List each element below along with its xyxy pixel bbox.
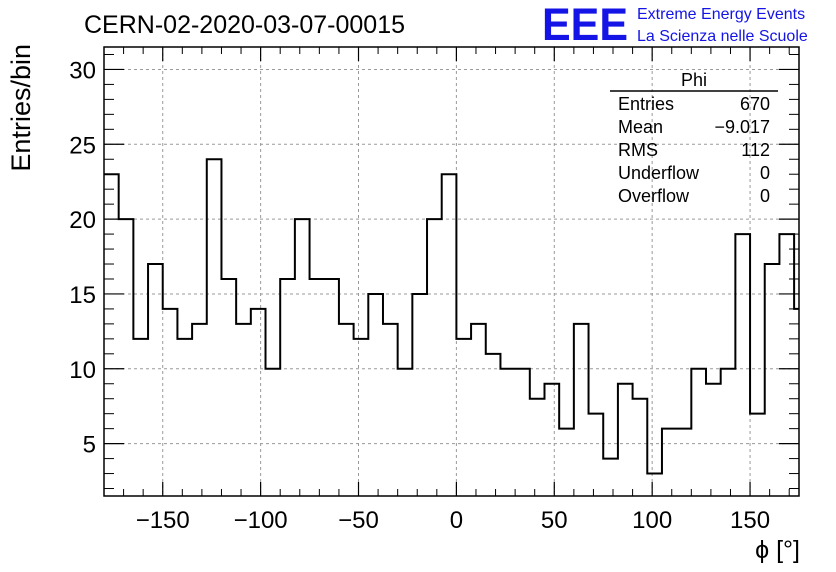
stats-label-mean: Mean (618, 117, 663, 137)
stats-value-rms: 112 (741, 140, 770, 160)
x-tick-label: −150 (136, 507, 190, 534)
y-tick-label: 20 (69, 207, 96, 234)
stats-value-entries: 670 (740, 94, 770, 114)
x-tick-label: −100 (234, 507, 288, 534)
x-tick-label: 100 (632, 507, 672, 534)
x-axis-label: ϕ [°] (755, 536, 800, 564)
y-tick-label: 30 (69, 57, 96, 84)
stats-value-underflow: 0 (760, 163, 770, 183)
logo-line-2: La Scienza nelle Scuole (637, 28, 808, 45)
y-tick-label: 15 (69, 282, 96, 309)
stats-box: Phi Entries 670 Mean −9.017 RMS 112 Unde… (610, 70, 778, 206)
histogram-series-line (104, 158, 799, 475)
x-tick-label: 150 (730, 507, 770, 534)
axis-ticks (104, 47, 799, 496)
logo-line-1: Extreme Energy Events (637, 6, 805, 23)
y-tick-label: 10 (69, 357, 96, 384)
stats-title: Phi (681, 70, 707, 90)
run-title: CERN-02-2020-03-07-00015 (84, 11, 405, 39)
stats-value-mean: −9.017 (714, 117, 770, 137)
y-axis-label: Entries/bin (6, 44, 36, 172)
stats-label-entries: Entries (618, 94, 674, 114)
stats-label-underflow: Underflow (618, 163, 700, 183)
axis-tick-labels: −150 −100 −50 0 50 100 150 5 10 15 20 25 30 (69, 57, 770, 534)
stats-label-rms: RMS (618, 140, 658, 160)
x-tick-label: −50 (338, 507, 379, 534)
stats-label-overflow: Overflow (618, 186, 690, 206)
eee-logo: EEE (542, 0, 628, 50)
stats-value-overflow: 0 (760, 186, 770, 206)
x-tick-label: 0 (450, 507, 463, 534)
y-tick-label: 25 (69, 132, 96, 159)
x-tick-label: 50 (541, 507, 568, 534)
plot-frame (103, 46, 800, 497)
grid-layer (104, 47, 799, 496)
y-tick-label: 5 (83, 432, 96, 459)
